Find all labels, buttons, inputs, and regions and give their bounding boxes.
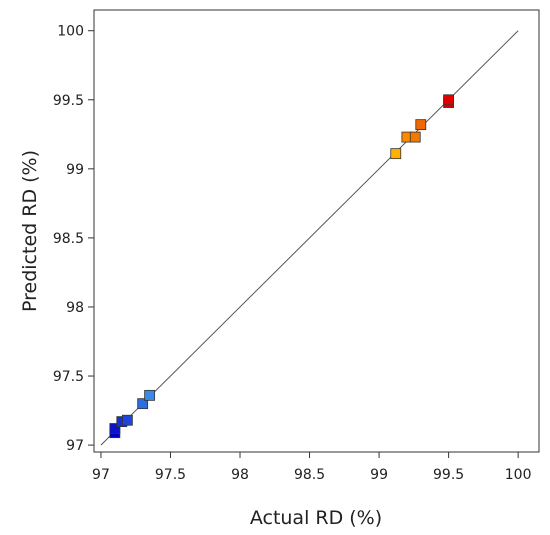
y-tick-label: 99.5 bbox=[53, 93, 84, 109]
data-point bbox=[121, 414, 133, 426]
y-axis-ticks: 97 97.5 98 98.5 99 99.5 100 bbox=[53, 24, 94, 454]
plot-frame bbox=[93, 9, 540, 453]
x-axis-title: Actual RD (%) bbox=[250, 507, 382, 529]
x-tick-label: 100 bbox=[505, 467, 532, 483]
data-point bbox=[409, 131, 421, 143]
data-point bbox=[390, 148, 402, 160]
data-points bbox=[109, 94, 455, 439]
data-point bbox=[415, 119, 427, 131]
data-point bbox=[443, 94, 455, 106]
x-tick-label: 99 bbox=[370, 467, 388, 483]
data-point bbox=[109, 423, 121, 434]
x-tick-label: 97.5 bbox=[155, 467, 186, 483]
data-point bbox=[137, 398, 149, 410]
reference-line bbox=[100, 30, 519, 446]
y-axis-title: Predicted RD (%) bbox=[19, 150, 41, 312]
x-axis-ticks: 97 97.5 98 98.5 99 99.5 100 bbox=[92, 452, 532, 483]
x-tick-label: 97 bbox=[92, 467, 110, 483]
y-tick-label: 99 bbox=[66, 162, 84, 178]
data-point bbox=[144, 389, 156, 401]
x-tick-label: 98.5 bbox=[294, 467, 325, 483]
y-tick-label: 100 bbox=[57, 24, 84, 40]
y-tick-label: 98 bbox=[66, 300, 84, 316]
x-tick-label: 98 bbox=[231, 467, 249, 483]
x-tick-label: 99.5 bbox=[433, 467, 464, 483]
y-tick-label: 97.5 bbox=[53, 369, 84, 385]
y-tick-label: 98.5 bbox=[53, 231, 84, 247]
y-tick-label: 97 bbox=[66, 438, 84, 454]
